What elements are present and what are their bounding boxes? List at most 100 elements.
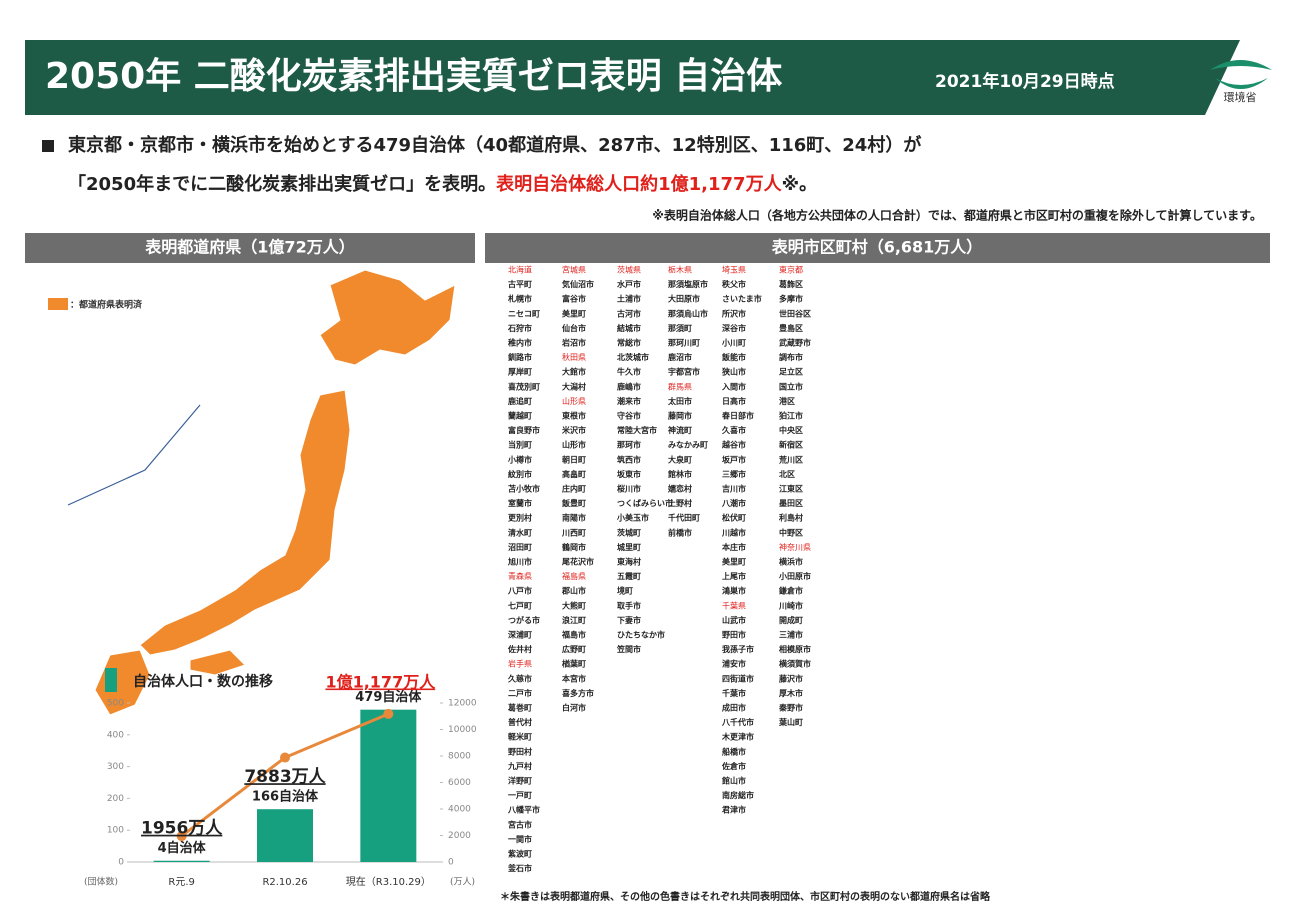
- y2-tick-label: 12000: [448, 699, 477, 709]
- y-tick-label: 100: [107, 826, 124, 836]
- municipality-name: 古河市: [617, 308, 641, 318]
- municipality-name: 牛久市: [617, 367, 641, 377]
- municipality-name: 五霞町: [617, 571, 641, 581]
- municipality-name: 江東区: [779, 484, 803, 494]
- chart-title-marker: [105, 668, 117, 692]
- municipality-name: 館林市: [667, 469, 692, 479]
- y2-tick-label: 6000: [448, 778, 471, 788]
- municipality-name: 南房総市: [722, 790, 754, 800]
- line-point: [383, 708, 394, 719]
- municipality-name: 世田谷区: [779, 308, 811, 318]
- y2-axis-label: (万人): [450, 877, 475, 888]
- municipality-name: 飯能市: [721, 352, 746, 362]
- title: 2050年 二酸化炭素排出実質ゼロ表明 自治体: [45, 56, 782, 97]
- municipality-name: 小美玉市: [616, 513, 649, 523]
- municipality-name: 中野区: [779, 527, 803, 537]
- okinawa-divider: [67, 404, 201, 506]
- prefecture-name: 群馬県: [668, 381, 692, 391]
- municipality-name: 茨城町: [617, 527, 641, 537]
- municipality-name: 広野町: [562, 644, 586, 654]
- municipality-name: ひたちなか市: [617, 630, 665, 640]
- municipality-name: 浦安市: [722, 659, 746, 669]
- municipality-name: 軽米町: [508, 732, 532, 742]
- y-tick-label: 400: [107, 730, 124, 740]
- line-label: 1956万人: [141, 819, 223, 839]
- municipality-name: 豊島区: [779, 323, 803, 333]
- municipality-name: 横須賀市: [779, 659, 811, 669]
- municipality-name: 八幡平市: [507, 805, 540, 815]
- prefecture-name: 東京都: [779, 265, 803, 275]
- footnote: ＊朱書きは表明都道府県、その他の色書きはそれぞれ共同表明団体、市区町村の表明のな…: [500, 890, 991, 903]
- municipality-name: 大館市: [562, 367, 586, 377]
- municipality-name: 朝日町: [562, 454, 586, 464]
- municipality-name: 神流町: [668, 425, 692, 435]
- municipality-name: 所沢市: [721, 308, 746, 318]
- municipality-name: 君津市: [721, 805, 746, 815]
- municipality-name: 葉山町: [778, 717, 803, 727]
- prefecture-name: 栃木県: [668, 265, 692, 275]
- municipality-name: 城里町: [617, 542, 641, 552]
- municipality-name: 当別町: [508, 440, 532, 450]
- summary-text: 「2050年までに二酸化炭素排出実質ゼロ」を表明。: [68, 173, 496, 195]
- municipality-name: 厚岸町: [508, 367, 532, 377]
- municipality-name: 洋野町: [508, 776, 532, 786]
- chart: 0 100 200 300 400 500 0 2000 4000 6000 8000 10000 12…: [84, 673, 477, 889]
- municipality-name: 嬬恋村: [667, 484, 692, 494]
- y-axis-label: (団体数): [84, 876, 118, 888]
- logo-icon: [1210, 60, 1272, 89]
- municipality-name: 太田市: [667, 396, 692, 406]
- line-label: 1億1,177万人: [325, 673, 436, 692]
- panel-header: [485, 233, 1270, 263]
- logo-text: 環境省: [1224, 90, 1257, 104]
- municipality-name: 開成町: [779, 615, 803, 625]
- municipality-name: 秩父市: [722, 279, 746, 289]
- municipality-name: 境町: [617, 586, 633, 596]
- municipality-name: 鹿嶋市: [617, 381, 641, 391]
- municipality-name: つくばみらい市: [617, 498, 673, 508]
- municipality-name: 新宿区: [779, 440, 803, 450]
- municipality-name: 三浦市: [779, 630, 803, 640]
- municipality-name: 八千代市: [721, 717, 754, 727]
- municipality-name: 鹿沼市: [668, 352, 692, 362]
- municipality-name: 楢葉町: [562, 659, 586, 669]
- municipality-name: 川越市: [721, 527, 746, 537]
- prefecture-name: 千葉県: [722, 600, 746, 610]
- municipality-name: 紫波町: [508, 849, 532, 859]
- municipality-name: 野田市: [722, 630, 746, 640]
- municipality-name: 米沢市: [561, 425, 586, 435]
- municipality-name: 下妻市: [617, 615, 641, 625]
- municipality-name: 一戸町: [508, 791, 532, 800]
- municipality-name: 那珂市: [617, 440, 641, 450]
- municipality-name: 日高市: [722, 396, 746, 406]
- y-tick-label: 0: [118, 858, 124, 868]
- municipality-name: 鶴岡市: [561, 542, 586, 552]
- panel-title: 表明都道府県（1億72万人）: [144, 238, 354, 257]
- municipality-name: 佐井村: [507, 644, 532, 654]
- prefecture-name: 秋田県: [562, 352, 586, 362]
- municipality-name: 宮古市: [508, 819, 532, 829]
- municipality-name: 常陸大宮市: [617, 425, 657, 435]
- municipality-name: 大泉町: [668, 454, 692, 464]
- prefecture-name: 宮城県: [562, 265, 586, 275]
- summary-text: ※。: [782, 174, 818, 195]
- y2-tick-label: 10000: [448, 725, 477, 735]
- municipality-name: 那珂川町: [668, 339, 700, 348]
- municipality-name: 厚木市: [779, 688, 803, 698]
- municipality-name: 四街道市: [722, 673, 754, 683]
- municipality-name: 蘭越町: [508, 411, 532, 421]
- municipality-name: 岩沼市: [561, 338, 586, 348]
- municipality-name: 札幌市: [507, 294, 532, 304]
- municipality-name: 八潮市: [721, 498, 746, 508]
- x-tick-label: R元.9: [168, 877, 195, 888]
- municipality-name: 入間市: [721, 381, 746, 391]
- municipality-name: 墨田区: [779, 498, 803, 508]
- municipality-name: 吉川市: [722, 484, 746, 494]
- municipality-name: 大田原市: [668, 294, 700, 304]
- municipality-name: 越谷市: [721, 440, 746, 450]
- municipality-name: つがる市: [508, 615, 540, 625]
- note: ※表明自治体総人口（各地方公共団体の人口合計）では、都道府県と市区町村の重複を除…: [652, 208, 1262, 223]
- municipality-name: 石狩市: [507, 323, 532, 333]
- bar: [257, 809, 313, 862]
- municipality-name: 藤沢市: [778, 673, 803, 683]
